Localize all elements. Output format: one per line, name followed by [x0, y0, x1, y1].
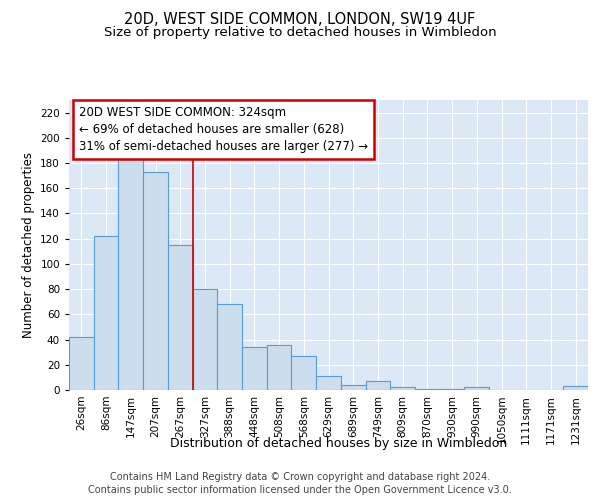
Bar [365, 381, 390, 390]
Bar [217, 304, 242, 390]
Y-axis label: Number of detached properties: Number of detached properties [22, 152, 35, 338]
Text: Distribution of detached houses by size in Wimbledon: Distribution of detached houses by size … [170, 438, 508, 450]
Text: Size of property relative to detached houses in Wimbledon: Size of property relative to detached ho… [104, 26, 496, 39]
Bar [316, 376, 341, 390]
Bar [143, 172, 168, 390]
Bar [94, 236, 118, 390]
Bar [118, 160, 143, 390]
Bar [390, 388, 415, 390]
Bar [341, 385, 365, 390]
Text: Contains public sector information licensed under the Open Government Licence v3: Contains public sector information licen… [88, 485, 512, 495]
Bar [267, 344, 292, 390]
Bar [193, 289, 217, 390]
Text: 20D WEST SIDE COMMON: 324sqm
← 69% of detached houses are smaller (628)
31% of s: 20D WEST SIDE COMMON: 324sqm ← 69% of de… [79, 106, 368, 153]
Bar [440, 388, 464, 390]
Text: 20D, WEST SIDE COMMON, LONDON, SW19 4UF: 20D, WEST SIDE COMMON, LONDON, SW19 4UF [124, 12, 476, 28]
Bar [464, 388, 489, 390]
Bar [69, 337, 94, 390]
Bar [292, 356, 316, 390]
Bar [415, 388, 440, 390]
Bar [242, 347, 267, 390]
Bar [563, 386, 588, 390]
Text: Contains HM Land Registry data © Crown copyright and database right 2024.: Contains HM Land Registry data © Crown c… [110, 472, 490, 482]
Bar [168, 245, 193, 390]
